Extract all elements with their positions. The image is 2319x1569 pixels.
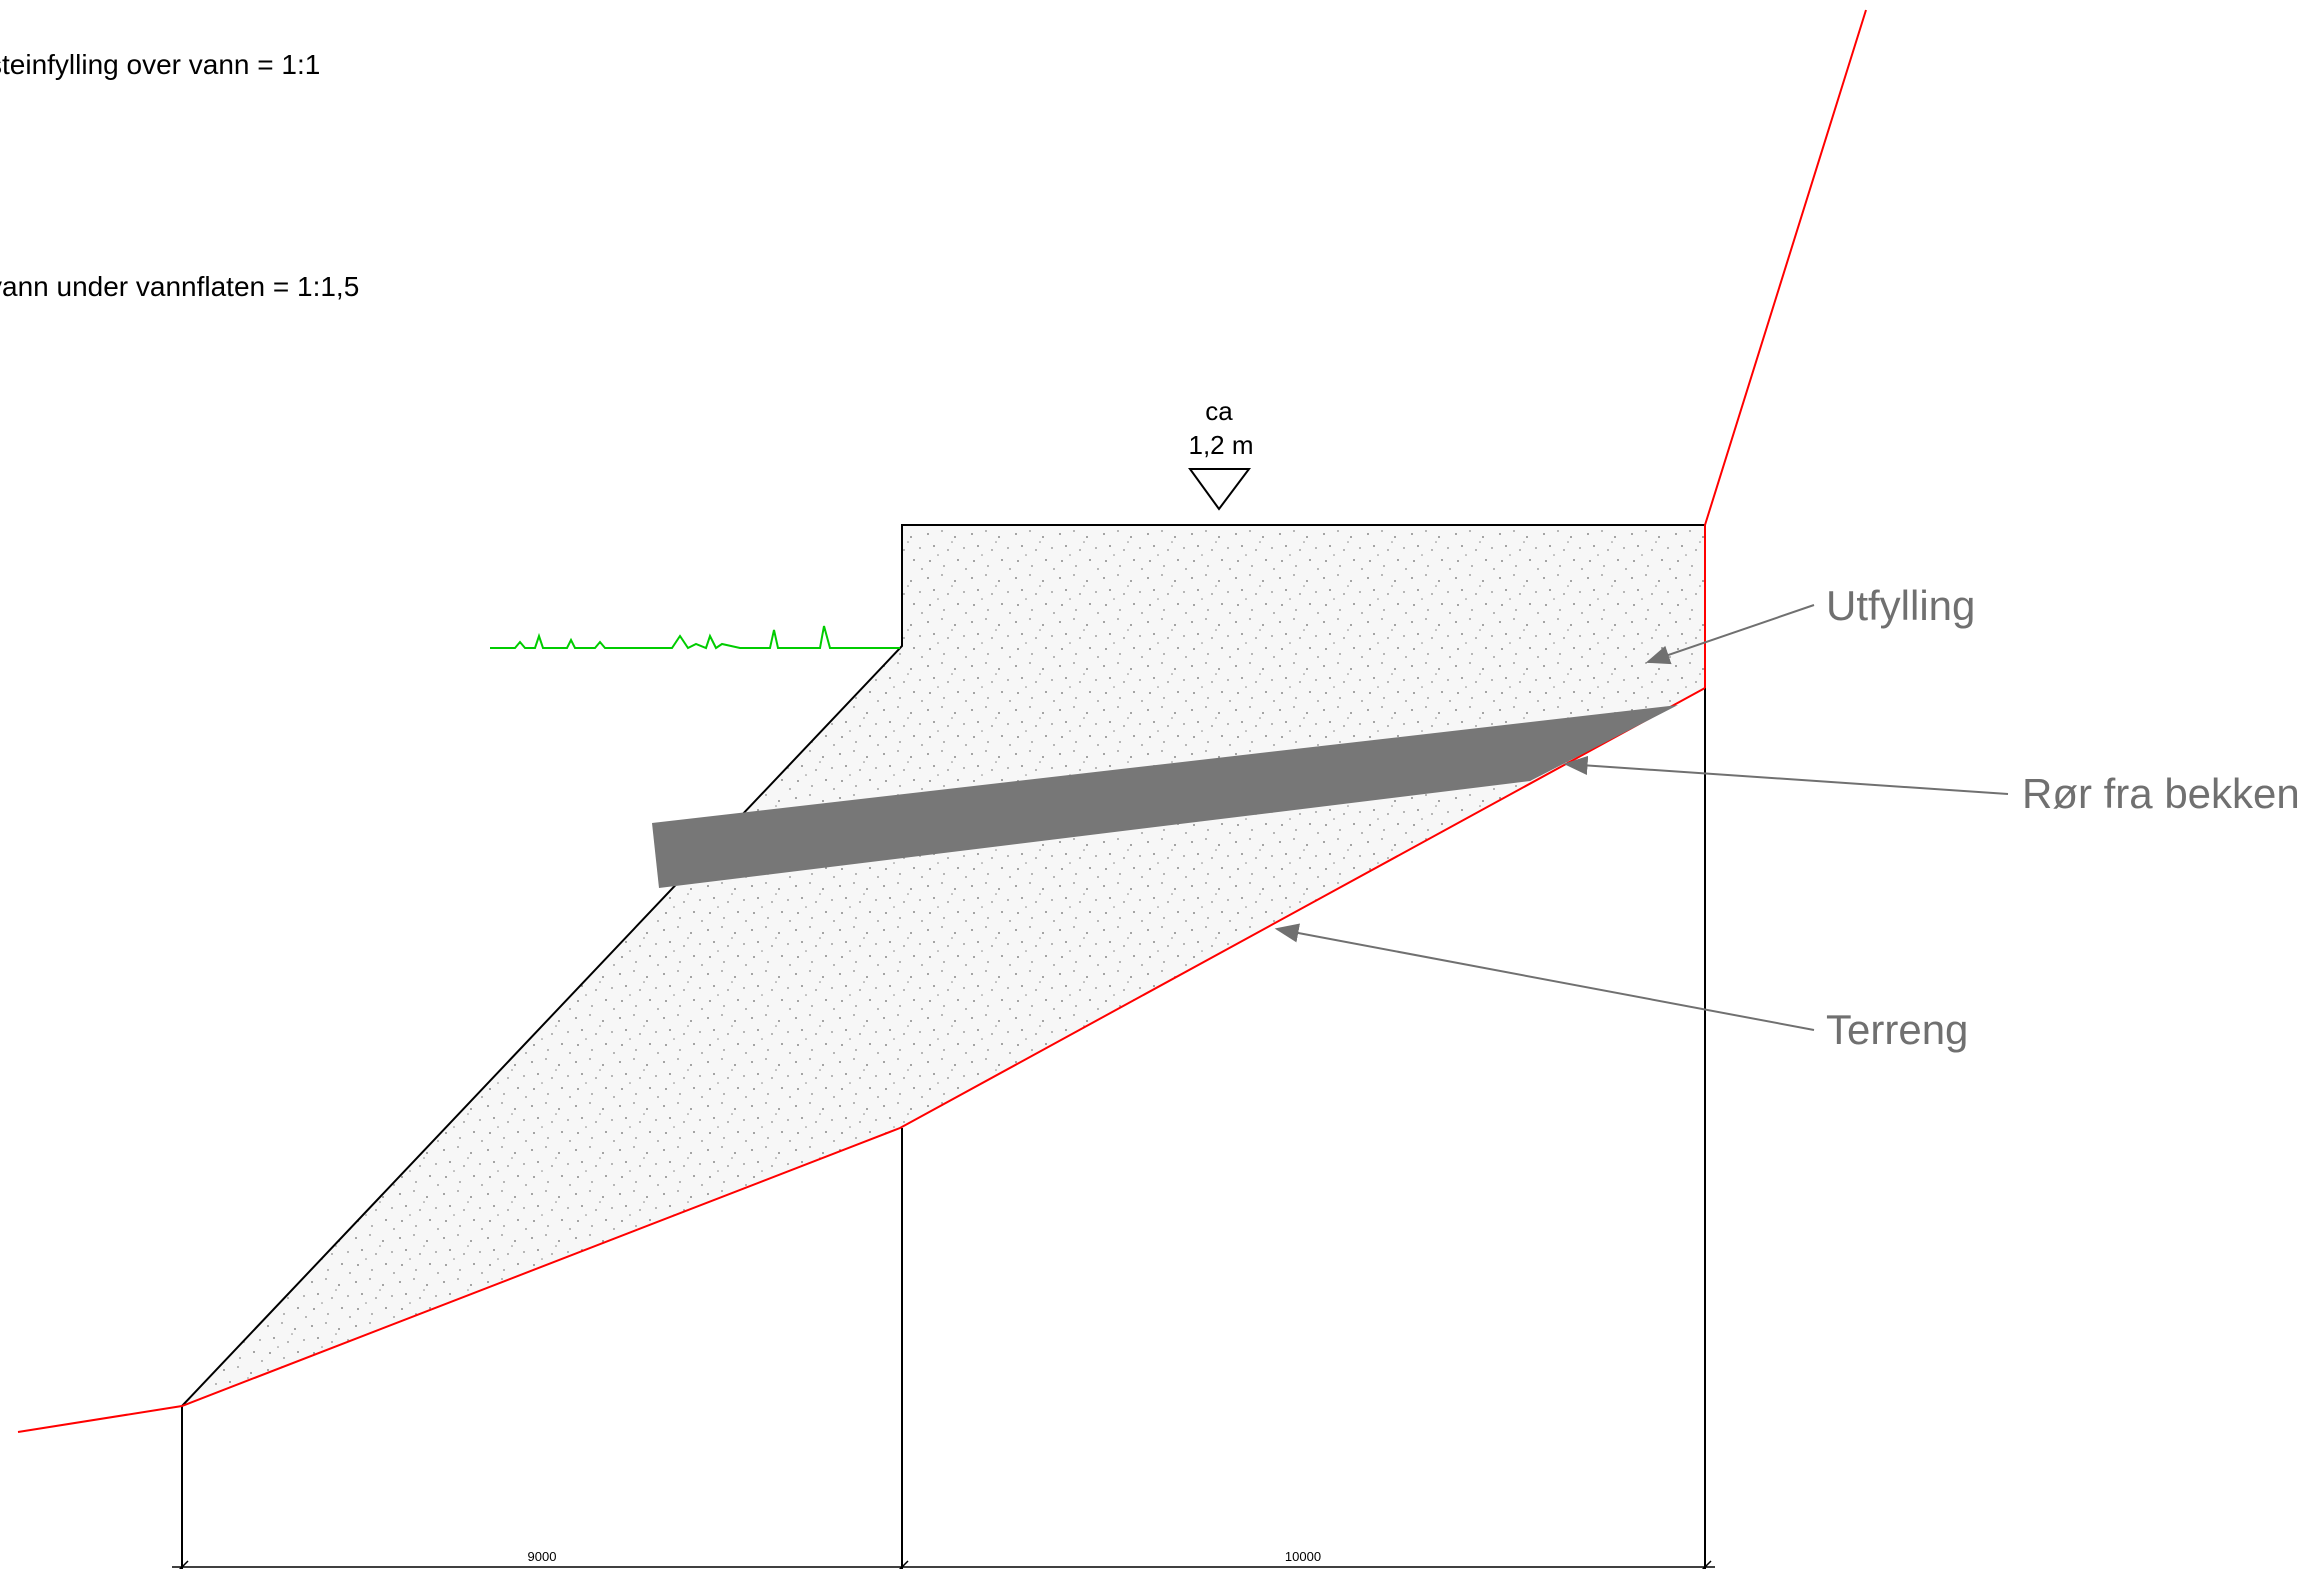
terrain-callout-label: Terreng xyxy=(1826,1006,1968,1053)
dimension-tick-left xyxy=(178,1560,189,1569)
slope-note-below-water: vann under vannflaten = 1:1,5 xyxy=(0,271,359,302)
level-label-value: 1,2 m xyxy=(1188,430,1253,460)
dimension-label-left: 9000 xyxy=(528,1549,557,1564)
existing-ground-line xyxy=(490,625,900,650)
dimension-label-right: 10000 xyxy=(1285,1549,1321,1564)
fill-outline xyxy=(181,524,1705,1407)
fill-callout-label: Utfylling xyxy=(1826,582,1975,629)
level-label-ca: ca xyxy=(1205,396,1233,426)
pipe-leader-line xyxy=(1563,755,2009,795)
fill-leader-line xyxy=(1645,604,1815,665)
pipe xyxy=(652,705,1678,888)
dimension-tick-middle xyxy=(898,1560,909,1569)
terrain-leader-line xyxy=(1274,923,1815,1031)
pipe-callout-label: Rør fra bekken xyxy=(2022,770,2300,817)
terrain-right-slope xyxy=(1704,9,1867,688)
water-level-triangle xyxy=(1188,468,1251,511)
fill-area xyxy=(182,525,1705,1406)
slope-note-above-water: steinfylling over vann = 1:1 xyxy=(0,49,320,80)
dimension-tick-right xyxy=(1701,1560,1712,1569)
terrain-line xyxy=(17,687,1706,1433)
